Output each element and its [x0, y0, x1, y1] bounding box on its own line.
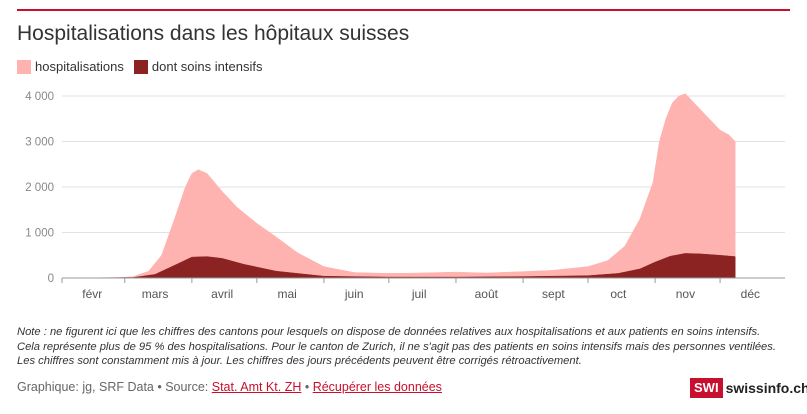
legend-item-soins-intensifs[interactable]: dont soins intensifs	[133, 59, 263, 74]
y-tick-label: 2 000	[25, 182, 54, 194]
footer-credits: Graphique: jg, SRF Data • Source: Stat. …	[17, 380, 442, 394]
x-tick-label: mars	[142, 287, 169, 301]
x-tick-label: juin	[344, 287, 364, 301]
area-series-2	[61, 253, 736, 279]
x-tick-label: oct	[610, 287, 627, 301]
x-tick-label: déc	[741, 287, 760, 301]
swissinfo-logo-text: swissinfo.ch	[725, 380, 807, 396]
top-accent-line	[17, 9, 790, 11]
swissinfo-logo[interactable]: SWI swissinfo.ch	[690, 378, 807, 398]
legend-label-hospitalisations: hospitalisations	[35, 59, 124, 74]
x-tick-label: mai	[277, 287, 296, 301]
x-tick-label: sept	[542, 287, 565, 301]
legend-item-hospitalisations[interactable]: hospitalisations	[17, 59, 124, 74]
x-tick-label: août	[475, 287, 499, 301]
x-tick-label: avril	[211, 287, 233, 301]
chart-title: Hospitalisations dans les hôpitaux suiss…	[17, 22, 410, 45]
legend-label-soins-intensifs: dont soins intensifs	[151, 59, 263, 74]
y-tick-label: 4 000	[25, 91, 54, 103]
area-series-1	[62, 93, 736, 279]
legend: hospitalisations dont soins intensifs	[17, 59, 272, 74]
swi-logo-box: SWI	[690, 378, 723, 398]
legend-swatch-hospitalisations	[17, 59, 31, 74]
source-link[interactable]: Stat. Amt Kt. ZH	[211, 380, 302, 394]
footer-prefix: Graphique: jg, SRF Data • Source:	[17, 380, 212, 394]
download-data-link[interactable]: Récupérer les données	[312, 380, 442, 394]
x-tick-label: nov	[676, 287, 695, 301]
chart-note: Note : ne figurent ici que les chiffres …	[17, 326, 776, 367]
y-tick-label: 0	[48, 273, 54, 285]
area-chart: 0 1 000 2 000 3 000 4 000 févr mars avril mai jui…	[25, 91, 785, 301]
y-tick-label: 3 000	[25, 137, 54, 149]
legend-swatch-soins-intensifs	[133, 59, 148, 74]
y-tick-label: 1 000	[25, 228, 54, 240]
x-tick-label: juil	[411, 287, 427, 301]
footer-separator: •	[301, 380, 313, 394]
x-tick-label: févr	[82, 287, 102, 301]
